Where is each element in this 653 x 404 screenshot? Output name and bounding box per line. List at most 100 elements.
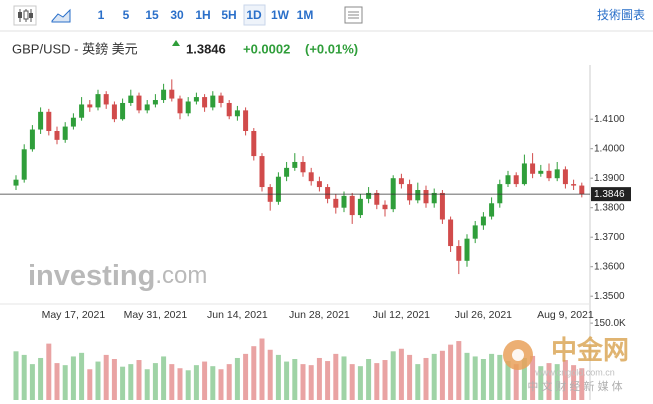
active-period bbox=[243, 4, 266, 26]
site-url: www.cngold.com.cn bbox=[534, 367, 615, 377]
y-tick-label: 1.4000 bbox=[594, 143, 625, 154]
volume-bar bbox=[62, 365, 68, 400]
volume-bar bbox=[29, 364, 35, 400]
candle-body bbox=[464, 238, 470, 261]
y-tick-label: 1.3700 bbox=[594, 232, 625, 243]
volume-bar bbox=[448, 344, 454, 400]
up-arrow bbox=[172, 40, 180, 46]
x-tick-label: Jun 14, 2021 bbox=[207, 309, 268, 321]
y-tick-label: 1.3800 bbox=[594, 202, 625, 213]
volume-bar bbox=[136, 360, 142, 400]
volume-bar bbox=[193, 365, 199, 400]
candle-body bbox=[554, 169, 560, 179]
candle-body bbox=[546, 170, 552, 179]
candle-body bbox=[407, 184, 413, 201]
period-button[interactable]: 1D bbox=[246, 8, 262, 22]
candle-body bbox=[530, 163, 536, 174]
area-icon[interactable] bbox=[51, 8, 71, 23]
last-price: 1.3846 bbox=[186, 41, 226, 56]
candle-body bbox=[341, 195, 347, 208]
candle-body bbox=[259, 156, 265, 188]
candle-body bbox=[210, 95, 216, 108]
volume-bar bbox=[177, 368, 183, 400]
volume-bar bbox=[546, 363, 552, 400]
period-button[interactable]: 1M bbox=[297, 8, 314, 22]
candle-body bbox=[54, 131, 60, 140]
volume-bar bbox=[439, 350, 445, 400]
last-price-label: 1.3846 bbox=[594, 189, 625, 200]
volume-bar bbox=[210, 366, 216, 400]
volume-bar bbox=[218, 369, 224, 400]
volume-bar bbox=[185, 370, 191, 400]
volume-bar bbox=[38, 357, 44, 400]
change-pct: (+0.01%) bbox=[305, 41, 358, 56]
candle-body bbox=[13, 179, 19, 186]
volume-bar bbox=[480, 359, 486, 400]
candle-body bbox=[62, 126, 68, 140]
volume-bar bbox=[554, 364, 560, 400]
period-button[interactable]: 15 bbox=[145, 8, 159, 22]
candle-body bbox=[480, 216, 486, 226]
volume-bar bbox=[489, 353, 495, 400]
site-logo-inner bbox=[512, 349, 524, 361]
volume-bar bbox=[226, 364, 232, 400]
candle-body bbox=[169, 89, 175, 99]
volume-bar bbox=[169, 364, 175, 400]
candle-body bbox=[439, 192, 445, 220]
candle-body bbox=[325, 187, 331, 199]
x-tick-label: May 31, 2021 bbox=[124, 309, 188, 321]
volume-bar bbox=[243, 353, 249, 400]
period-button[interactable]: 1W bbox=[271, 8, 290, 22]
y-tick-label: 1.3900 bbox=[594, 173, 625, 184]
volume-bar bbox=[202, 361, 208, 400]
volume-bar bbox=[333, 353, 339, 400]
candle-body bbox=[103, 94, 109, 105]
volume-bar bbox=[120, 366, 126, 400]
candle-body bbox=[415, 190, 421, 201]
volume-bar bbox=[79, 352, 85, 400]
candle-body bbox=[251, 131, 257, 157]
candle-body bbox=[472, 225, 478, 239]
volume-bar bbox=[456, 341, 462, 400]
candle-body bbox=[95, 94, 101, 108]
period-button[interactable]: 1H bbox=[195, 8, 210, 22]
volume-bar bbox=[152, 363, 158, 400]
candle-body bbox=[366, 192, 372, 199]
period-button[interactable]: 5 bbox=[123, 8, 130, 22]
table-icon[interactable] bbox=[344, 6, 363, 24]
volume-bar bbox=[562, 360, 568, 400]
volume-bar bbox=[374, 363, 380, 400]
candle-body bbox=[243, 110, 249, 131]
candle-body bbox=[497, 184, 503, 204]
candle-body bbox=[275, 176, 281, 202]
volume-bar bbox=[292, 359, 298, 400]
candle-body bbox=[382, 204, 388, 210]
candle-body bbox=[456, 246, 462, 261]
technical-chart-link[interactable]: 技術圖表 bbox=[597, 8, 645, 22]
candle-body bbox=[349, 195, 355, 216]
volume-bar bbox=[128, 364, 134, 400]
volume-bar bbox=[366, 359, 372, 400]
period-button[interactable]: 30 bbox=[170, 8, 184, 22]
period-button[interactable]: 1 bbox=[98, 8, 105, 22]
y-tick-label: 1.4100 bbox=[594, 114, 625, 125]
candle-body bbox=[505, 175, 511, 185]
x-tick-label: Jun 28, 2021 bbox=[289, 309, 350, 321]
volume-bar bbox=[398, 348, 404, 400]
candle-body bbox=[308, 172, 314, 182]
site-tag: 中 文 财 经 新 媒 体 bbox=[527, 379, 622, 393]
candle-body bbox=[571, 184, 577, 186]
candle-body bbox=[390, 178, 396, 210]
volume-bar bbox=[538, 366, 544, 400]
period-button[interactable]: 5H bbox=[221, 8, 236, 22]
candle-body bbox=[316, 181, 322, 188]
candle-icon[interactable] bbox=[13, 5, 37, 26]
volume-tick-label: 150.0K bbox=[594, 318, 626, 329]
volume-bar bbox=[103, 354, 109, 400]
candle-body bbox=[177, 98, 183, 114]
volume-bar bbox=[390, 351, 396, 400]
x-tick-label: Jul 12, 2021 bbox=[373, 309, 430, 321]
volume-bar bbox=[349, 364, 355, 400]
candle-body bbox=[562, 169, 568, 185]
site-name: 中金网 bbox=[551, 335, 629, 365]
